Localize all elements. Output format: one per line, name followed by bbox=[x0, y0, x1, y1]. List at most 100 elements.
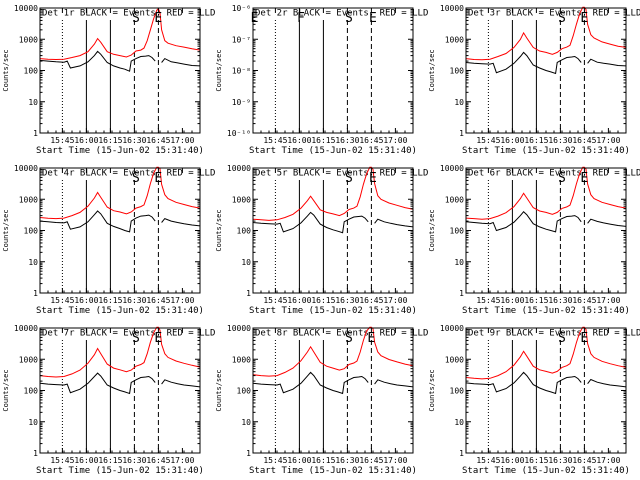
y-tick-label: 10⁻⁷ bbox=[232, 35, 251, 44]
x-tick-label: 17:00 bbox=[596, 296, 620, 305]
x-tick-label: 15:45 bbox=[50, 456, 74, 465]
x-tick-label: 16:30 bbox=[122, 456, 146, 465]
x-tick-label: 16:30 bbox=[548, 296, 572, 305]
plot-frame bbox=[465, 167, 627, 294]
x-tick-label: 16:45 bbox=[572, 456, 596, 465]
plot-frame bbox=[39, 7, 201, 134]
y-tick-label: 10000 bbox=[227, 324, 251, 333]
y-tick-label: 10 bbox=[241, 418, 251, 427]
y-tick-label: 10⁻⁸ bbox=[232, 67, 251, 76]
x-tick-label: 16:45 bbox=[572, 296, 596, 305]
series-lld bbox=[465, 6, 627, 61]
series-lld bbox=[39, 166, 201, 220]
x-tick-label: 17:00 bbox=[383, 296, 407, 305]
y-tick-label: 1 bbox=[246, 289, 251, 298]
series-lld bbox=[39, 7, 201, 61]
x-tick-label: 16:30 bbox=[122, 136, 146, 145]
series-lld bbox=[39, 326, 201, 378]
x-tick-label: 17:00 bbox=[170, 296, 194, 305]
x-tick-label: 16:15 bbox=[311, 136, 335, 145]
x-tick-label: 15:45 bbox=[263, 136, 287, 145]
x-tick-label: 16:00 bbox=[500, 296, 524, 305]
panel-title: Det 4r BLACK = Events, RED = LLD bbox=[42, 169, 215, 179]
x-tick-label: 16:45 bbox=[359, 456, 383, 465]
x-tick-label: 16:45 bbox=[146, 456, 170, 465]
y-tick-label: 100 bbox=[237, 227, 252, 236]
x-tick-label: 16:15 bbox=[524, 296, 548, 305]
y-tick-label: 10000 bbox=[14, 4, 38, 13]
series-events bbox=[39, 50, 156, 72]
x-axis-label: Start Time (15-Jun-02 15:31:40) bbox=[462, 306, 630, 316]
x-tick-label: 16:45 bbox=[359, 136, 383, 145]
x-tick-label: 16:45 bbox=[146, 136, 170, 145]
x-axis-label: Start Time (15-Jun-02 15:31:40) bbox=[462, 146, 630, 156]
series-lld bbox=[465, 166, 627, 220]
panel-title: Det 6r BLACK = Events, RED = LLD bbox=[468, 169, 640, 179]
y-tick-label: 1 bbox=[33, 289, 38, 298]
series-events bbox=[161, 57, 201, 67]
series-events bbox=[39, 210, 156, 233]
series-events bbox=[252, 211, 369, 234]
marker-e: E bbox=[580, 171, 588, 186]
marker-s: S bbox=[558, 171, 566, 186]
x-tick-label: 16:15 bbox=[524, 456, 548, 465]
series-events bbox=[161, 218, 201, 227]
marker-e: E bbox=[154, 171, 162, 186]
y-tick-label: 1000 bbox=[19, 195, 38, 204]
y-tick-label: 100 bbox=[450, 67, 465, 76]
x-tick-label: 16:00 bbox=[74, 456, 98, 465]
x-tick-label: 16:45 bbox=[359, 296, 383, 305]
x-tick-label: 15:45 bbox=[476, 296, 500, 305]
x-tick-label: 16:00 bbox=[500, 456, 524, 465]
y-axis-label: Counts/sec bbox=[2, 369, 10, 411]
y-tick-label: 1000 bbox=[445, 35, 464, 44]
marker-s: S bbox=[132, 11, 140, 26]
marker-e: E bbox=[154, 11, 162, 26]
y-tick-label: 10⁻¹⁰ bbox=[227, 129, 251, 138]
series-events bbox=[374, 218, 414, 228]
y-tick-label: 10 bbox=[28, 258, 38, 267]
y-tick-label: 1000 bbox=[19, 355, 38, 364]
y-tick-label: 1000 bbox=[445, 355, 464, 364]
series-events bbox=[465, 210, 582, 233]
x-tick-label: 16:45 bbox=[572, 136, 596, 145]
y-tick-label: 1000 bbox=[19, 35, 38, 44]
series-events bbox=[587, 218, 627, 227]
x-tick-label: 17:00 bbox=[170, 136, 194, 145]
y-tick-label: 1 bbox=[459, 449, 464, 458]
y-tick-label: 10 bbox=[454, 258, 464, 267]
x-tick-label: 16:30 bbox=[335, 136, 359, 145]
series-events bbox=[161, 379, 201, 388]
panel-title: Det 7r BLACK = Events, RED = LLD bbox=[42, 329, 215, 339]
plot-frame bbox=[252, 167, 414, 294]
x-tick-label: 16:15 bbox=[311, 296, 335, 305]
x-tick-label: 15:45 bbox=[50, 296, 74, 305]
series-events bbox=[39, 372, 156, 395]
y-tick-label: 10000 bbox=[14, 324, 38, 333]
y-tick-label: 10000 bbox=[440, 164, 464, 173]
x-tick-label: 15:45 bbox=[50, 136, 74, 145]
y-tick-label: 1 bbox=[33, 129, 38, 138]
series-events bbox=[252, 371, 369, 395]
y-tick-label: 100 bbox=[450, 387, 465, 396]
marker-e: E bbox=[580, 331, 588, 346]
y-tick-label: 10 bbox=[454, 418, 464, 427]
series-events bbox=[374, 379, 414, 388]
y-tick-label: 10⁻⁹ bbox=[232, 98, 251, 107]
panel-title: Det 8r BLACK = Events, RED = LLD bbox=[255, 329, 428, 339]
y-axis-label: Counts/sec bbox=[428, 49, 436, 91]
x-tick-label: 16:00 bbox=[287, 136, 311, 145]
panel-title: Det 9r BLACK = Events, RED = LLD bbox=[468, 329, 640, 339]
marker-s: S bbox=[132, 171, 140, 186]
y-tick-label: 10⁻⁶ bbox=[232, 4, 251, 13]
x-tick-label: 17:00 bbox=[383, 456, 407, 465]
y-axis-label: Counts/sec bbox=[215, 369, 223, 411]
panel-title: Det 1r BLACK = Events, RED = LLD bbox=[42, 9, 215, 19]
series-events bbox=[465, 51, 582, 75]
y-tick-label: 10 bbox=[241, 258, 251, 267]
x-tick-label: 16:00 bbox=[287, 296, 311, 305]
